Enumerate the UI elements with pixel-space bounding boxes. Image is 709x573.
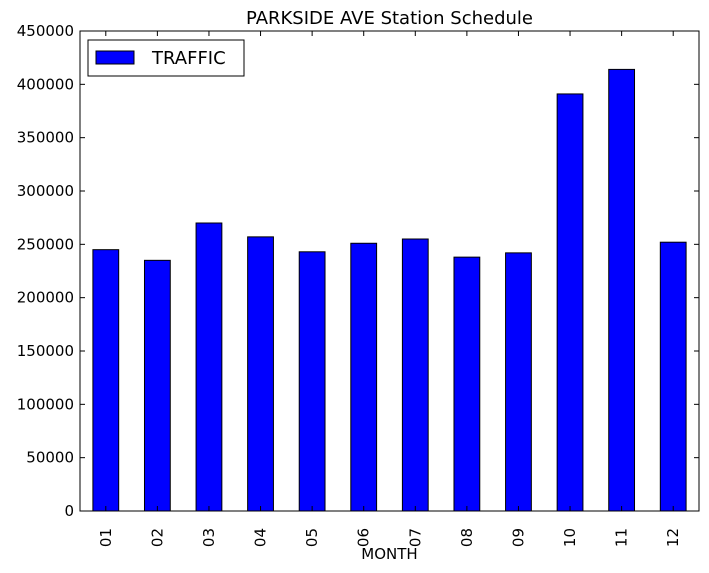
x-tick-label: 02 [148, 528, 166, 547]
bar-01 [92, 249, 120, 512]
x-tick-label: 11 [613, 528, 631, 547]
y-tick-label: 200000 [17, 289, 74, 307]
x-axis: 01 02 03 04 05 06 07 08 09 10 11 12 [97, 31, 682, 547]
y-tick-label: 0 [64, 502, 74, 520]
bar-05 [298, 251, 326, 512]
y-tick-label: 300000 [17, 182, 74, 200]
x-tick-label: 05 [303, 528, 321, 547]
bars-layer [92, 68, 687, 512]
x-tick-label: 07 [406, 528, 424, 547]
y-tick-label: 400000 [17, 75, 74, 93]
x-axis-title: MONTH [361, 545, 417, 563]
bar-02 [143, 259, 171, 512]
x-tick-label: 06 [355, 528, 373, 547]
y-tick-label: 100000 [17, 395, 74, 413]
y-tick-label: 250000 [17, 235, 74, 253]
bar-11 [608, 68, 636, 512]
x-tick-label: 12 [664, 528, 682, 547]
bar-04 [247, 236, 274, 512]
y-tick-label: 150000 [17, 342, 74, 360]
x-tick-label: 04 [252, 528, 270, 547]
y-tick-label: 350000 [17, 129, 74, 147]
bar-07 [401, 238, 429, 512]
bar-10 [556, 93, 584, 512]
legend-label-traffic: TRAFFIC [151, 48, 226, 69]
bar-08 [453, 256, 481, 512]
x-tick-label: 08 [458, 528, 476, 547]
x-tick-label: 09 [509, 528, 527, 547]
x-tick-label: 10 [561, 528, 579, 547]
legend: TRAFFIC [87, 39, 245, 77]
x-tick-label: 03 [200, 528, 218, 547]
plot-frame [79, 30, 700, 512]
legend-swatch [95, 50, 135, 65]
x-tick-label: 01 [97, 528, 115, 547]
y-tick-label: 50000 [26, 449, 74, 467]
bar-12 [659, 241, 687, 512]
bar-06 [350, 242, 378, 512]
bar-09 [505, 252, 532, 512]
y-axis: 0 50000 100000 150000 200000 250000 300000 3500… [17, 22, 699, 520]
chart-title: PARKSIDE AVE Station Schedule [246, 8, 533, 29]
bar-03 [195, 222, 223, 512]
y-tick-label: 450000 [17, 22, 74, 40]
